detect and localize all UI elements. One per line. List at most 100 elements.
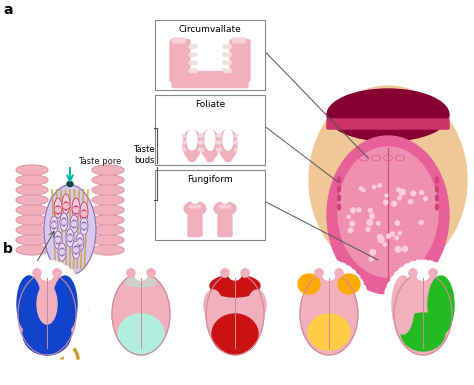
Circle shape [394,236,399,240]
Circle shape [348,228,354,233]
Circle shape [193,204,197,209]
Ellipse shape [417,270,429,280]
Circle shape [200,141,204,145]
Ellipse shape [337,177,340,183]
Circle shape [234,141,238,145]
Ellipse shape [82,222,86,230]
Ellipse shape [92,225,124,235]
Circle shape [419,190,424,195]
Circle shape [192,68,198,73]
Ellipse shape [73,246,79,254]
Ellipse shape [53,269,61,277]
Circle shape [218,141,222,145]
Ellipse shape [16,195,48,205]
Circle shape [68,236,72,240]
Text: a: a [3,3,12,17]
Ellipse shape [248,290,266,320]
Ellipse shape [417,270,429,280]
Ellipse shape [335,269,343,277]
Circle shape [224,154,232,162]
Circle shape [222,68,228,73]
Circle shape [236,38,242,44]
Circle shape [234,147,238,152]
Ellipse shape [300,273,358,355]
FancyBboxPatch shape [230,40,250,82]
Circle shape [192,52,198,57]
Circle shape [410,191,416,196]
Circle shape [197,204,201,209]
Circle shape [188,154,196,162]
Circle shape [227,68,231,73]
Circle shape [198,134,202,137]
Ellipse shape [335,269,343,277]
Ellipse shape [50,216,58,234]
Circle shape [346,215,351,219]
Ellipse shape [6,260,88,360]
Circle shape [423,196,428,201]
Circle shape [62,220,66,224]
Ellipse shape [337,195,340,201]
Ellipse shape [288,260,370,360]
Circle shape [222,60,228,65]
Ellipse shape [147,269,155,277]
Circle shape [78,240,82,244]
Circle shape [377,234,383,240]
Ellipse shape [409,269,417,277]
Ellipse shape [187,129,197,150]
Circle shape [223,204,227,209]
Bar [155,95,265,165]
Ellipse shape [135,270,147,280]
Circle shape [423,197,428,201]
Ellipse shape [338,147,438,277]
Circle shape [369,256,374,261]
Circle shape [189,68,193,73]
Circle shape [227,44,231,49]
Ellipse shape [37,284,57,324]
Circle shape [60,250,64,254]
Ellipse shape [92,185,124,195]
Ellipse shape [53,269,61,277]
Circle shape [365,227,371,232]
Ellipse shape [409,269,417,277]
Ellipse shape [436,204,438,210]
Circle shape [189,44,193,49]
Circle shape [72,222,76,226]
Ellipse shape [183,130,201,160]
Ellipse shape [18,273,76,355]
Ellipse shape [112,273,170,355]
Ellipse shape [309,86,467,274]
Text: Circumvallate: Circumvallate [179,25,241,34]
Ellipse shape [67,234,73,242]
Circle shape [182,134,186,137]
FancyBboxPatch shape [170,40,190,82]
Circle shape [356,207,362,212]
Ellipse shape [436,177,438,183]
Ellipse shape [41,270,53,280]
Circle shape [378,236,384,243]
Circle shape [391,201,397,207]
Circle shape [52,223,56,227]
Ellipse shape [210,275,260,297]
Ellipse shape [53,276,77,332]
Circle shape [376,221,381,226]
Circle shape [219,204,223,209]
Ellipse shape [147,269,155,277]
Text: Taste
buds: Taste buds [133,145,155,165]
Ellipse shape [54,198,62,218]
Ellipse shape [16,245,48,255]
Ellipse shape [16,205,48,215]
Circle shape [227,52,231,57]
Ellipse shape [223,129,233,150]
Ellipse shape [92,205,124,215]
Circle shape [383,242,387,247]
Ellipse shape [72,198,80,218]
Ellipse shape [62,194,70,214]
Circle shape [390,231,395,236]
Circle shape [82,224,86,228]
Circle shape [206,154,214,162]
Ellipse shape [221,269,229,277]
Circle shape [216,147,220,152]
Circle shape [192,44,198,49]
Ellipse shape [100,260,182,360]
Circle shape [350,208,356,213]
